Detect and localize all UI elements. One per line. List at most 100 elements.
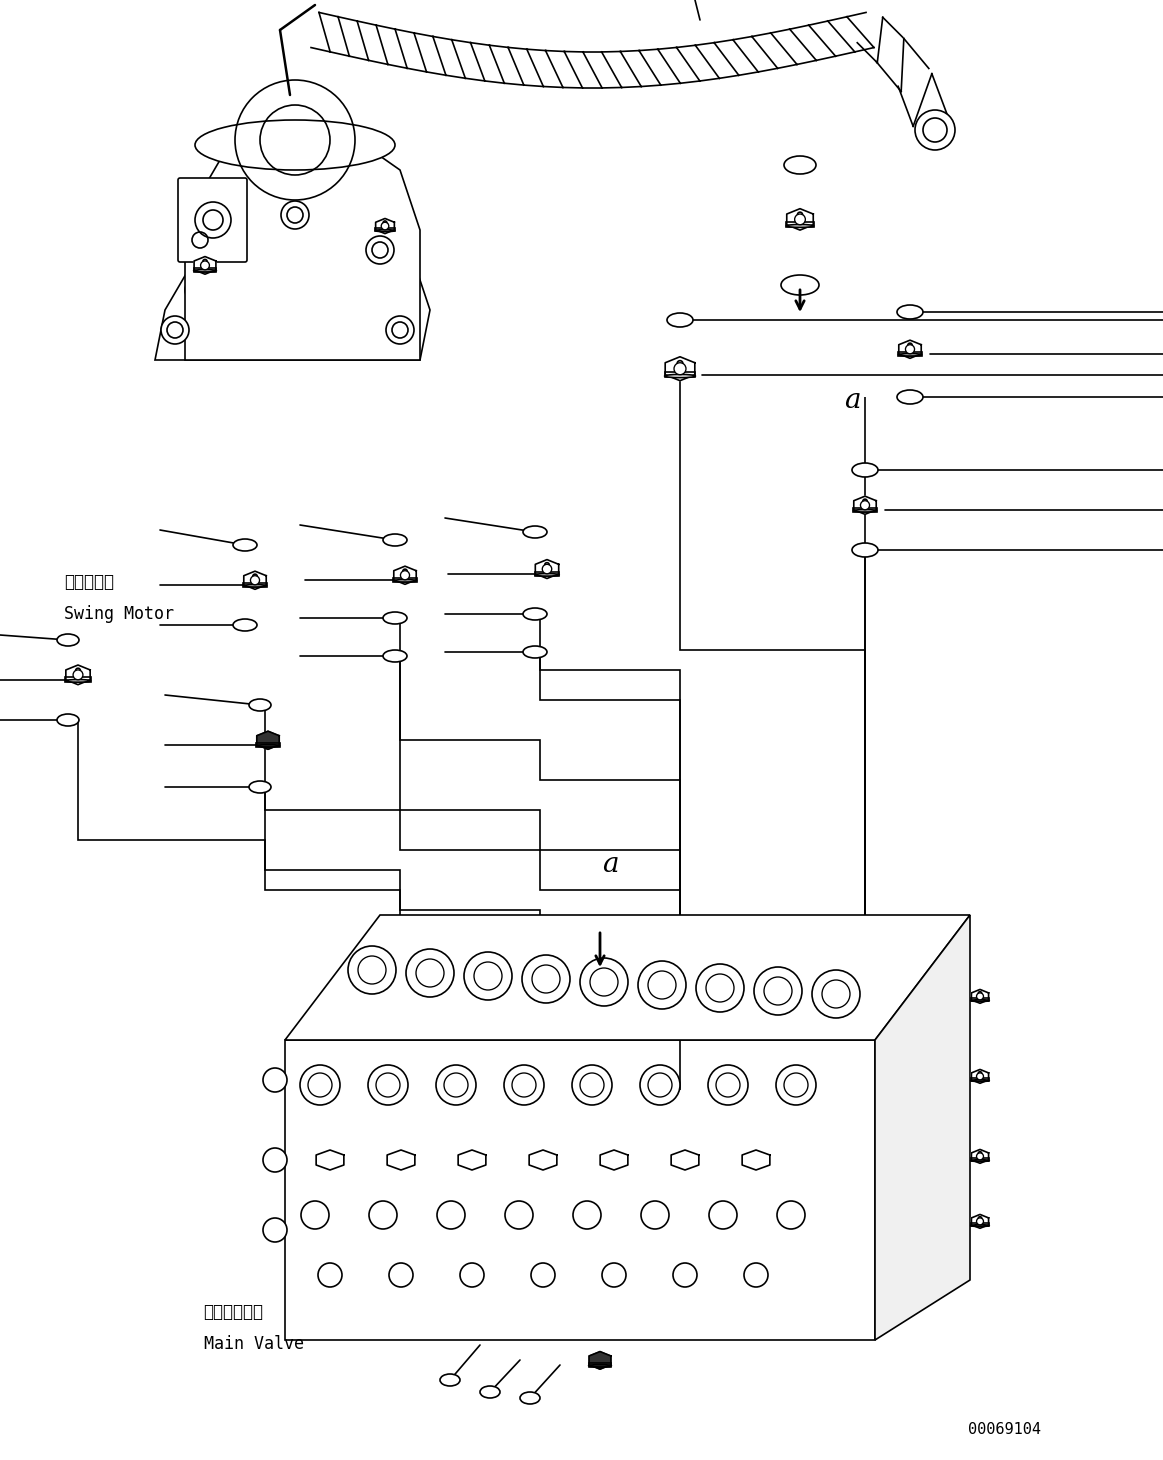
Circle shape [580, 958, 628, 1006]
Circle shape [776, 1064, 816, 1105]
Circle shape [368, 1064, 408, 1105]
Ellipse shape [535, 574, 559, 577]
Ellipse shape [480, 1386, 500, 1399]
Circle shape [381, 222, 388, 229]
Circle shape [977, 1070, 983, 1076]
Ellipse shape [393, 580, 416, 583]
Circle shape [794, 215, 805, 225]
Polygon shape [244, 571, 266, 590]
Text: Main Valve: Main Valve [204, 1334, 304, 1353]
Circle shape [908, 343, 912, 347]
Polygon shape [971, 1149, 989, 1164]
Ellipse shape [668, 312, 693, 327]
Polygon shape [583, 53, 602, 88]
Polygon shape [330, 16, 357, 55]
Circle shape [504, 1064, 544, 1105]
Circle shape [406, 949, 454, 997]
Circle shape [675, 362, 686, 375]
Circle shape [464, 952, 512, 1000]
Polygon shape [695, 42, 720, 80]
Ellipse shape [971, 1225, 989, 1226]
Polygon shape [66, 664, 91, 685]
Circle shape [863, 499, 868, 504]
Polygon shape [387, 1150, 415, 1169]
Circle shape [301, 1202, 329, 1229]
Text: 旋回モータ: 旋回モータ [64, 572, 114, 591]
Bar [194, 267, 216, 272]
Circle shape [812, 969, 859, 1018]
Circle shape [73, 666, 83, 675]
Ellipse shape [243, 584, 266, 587]
Ellipse shape [852, 463, 878, 477]
Ellipse shape [520, 1391, 540, 1405]
Polygon shape [898, 73, 947, 127]
Polygon shape [971, 1215, 989, 1228]
Bar [588, 1362, 612, 1367]
Polygon shape [185, 126, 420, 361]
Circle shape [695, 964, 744, 1012]
Circle shape [861, 501, 870, 510]
Circle shape [794, 210, 805, 220]
Circle shape [252, 574, 257, 578]
Circle shape [300, 1064, 340, 1105]
Ellipse shape [65, 679, 91, 682]
Circle shape [915, 110, 955, 150]
Circle shape [73, 670, 83, 680]
Polygon shape [311, 13, 338, 53]
Circle shape [263, 1069, 287, 1092]
Ellipse shape [256, 745, 279, 748]
Circle shape [76, 669, 80, 673]
Ellipse shape [852, 543, 878, 558]
Circle shape [201, 257, 209, 266]
Polygon shape [394, 566, 416, 584]
Circle shape [401, 566, 409, 575]
Polygon shape [407, 34, 433, 72]
Polygon shape [369, 25, 395, 64]
Circle shape [978, 1072, 982, 1075]
Polygon shape [786, 209, 813, 231]
Polygon shape [388, 29, 414, 69]
Polygon shape [828, 16, 855, 55]
Polygon shape [316, 1150, 344, 1169]
Ellipse shape [233, 539, 257, 550]
Text: a: a [844, 387, 861, 413]
Polygon shape [505, 47, 527, 85]
Ellipse shape [383, 650, 407, 661]
Polygon shape [714, 39, 739, 79]
Circle shape [522, 955, 570, 1003]
Polygon shape [790, 25, 816, 64]
Circle shape [200, 261, 209, 270]
Bar [786, 222, 814, 226]
Circle shape [281, 201, 309, 229]
Bar [971, 1158, 989, 1161]
Circle shape [978, 1216, 982, 1221]
Circle shape [202, 260, 207, 264]
Bar [971, 1223, 989, 1226]
Circle shape [437, 1202, 465, 1229]
Circle shape [263, 1148, 287, 1172]
Circle shape [317, 1263, 342, 1288]
Polygon shape [876, 38, 929, 92]
Circle shape [573, 1202, 601, 1229]
Ellipse shape [971, 1159, 989, 1162]
Polygon shape [485, 45, 508, 83]
Polygon shape [751, 34, 778, 72]
Circle shape [402, 569, 407, 574]
Circle shape [861, 496, 869, 505]
Circle shape [906, 342, 914, 349]
Ellipse shape [897, 390, 923, 404]
Circle shape [977, 990, 983, 997]
Polygon shape [535, 559, 558, 578]
Circle shape [977, 1218, 984, 1225]
Polygon shape [733, 36, 758, 76]
Circle shape [505, 1202, 533, 1229]
Circle shape [708, 1064, 748, 1105]
Polygon shape [458, 1150, 486, 1169]
Polygon shape [658, 47, 680, 85]
Text: メインバルブ: メインバルブ [204, 1302, 264, 1321]
Bar [393, 578, 416, 581]
Ellipse shape [57, 634, 79, 645]
Polygon shape [620, 51, 641, 88]
Polygon shape [194, 257, 216, 274]
Ellipse shape [854, 510, 877, 512]
